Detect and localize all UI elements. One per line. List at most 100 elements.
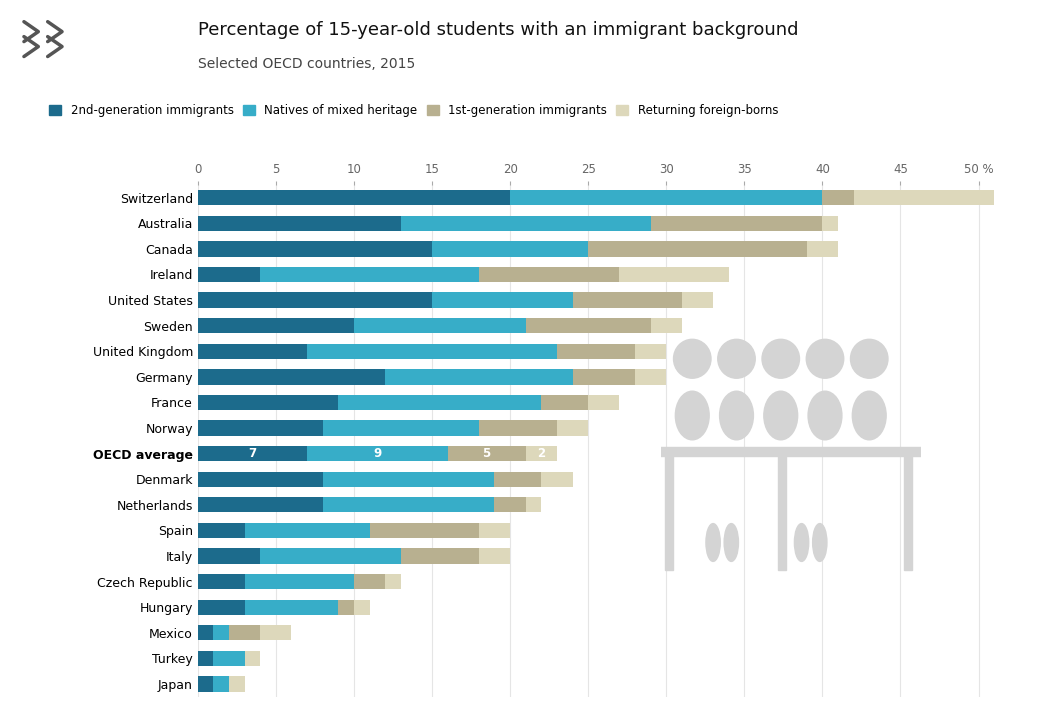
Text: 5: 5 <box>483 447 490 460</box>
Bar <box>822 215 838 231</box>
Ellipse shape <box>676 391 709 440</box>
Bar <box>307 446 448 461</box>
Bar <box>245 523 370 538</box>
Bar <box>198 625 213 641</box>
Bar <box>198 676 213 692</box>
Bar <box>401 548 479 564</box>
Ellipse shape <box>794 523 809 562</box>
Circle shape <box>762 339 799 378</box>
Bar <box>479 548 510 564</box>
Bar <box>448 446 526 461</box>
Bar <box>526 318 651 333</box>
Circle shape <box>806 339 843 378</box>
Bar <box>651 215 822 231</box>
Bar <box>229 625 260 641</box>
Text: 2: 2 <box>537 447 545 460</box>
Bar <box>198 215 401 231</box>
Bar <box>260 267 479 282</box>
Bar <box>198 395 338 410</box>
Bar <box>213 676 229 692</box>
Bar <box>198 318 354 333</box>
Bar <box>432 292 573 308</box>
FancyBboxPatch shape <box>656 447 921 456</box>
Bar <box>198 292 432 308</box>
Circle shape <box>850 339 888 378</box>
Bar <box>385 574 401 589</box>
Bar <box>213 651 245 666</box>
Bar <box>354 574 385 589</box>
Bar <box>557 343 635 359</box>
Bar <box>198 599 245 615</box>
Bar <box>541 471 573 487</box>
Bar <box>479 267 619 282</box>
Text: Selected OECD countries, 2015: Selected OECD countries, 2015 <box>198 57 415 71</box>
Bar <box>526 446 557 461</box>
Bar <box>635 343 666 359</box>
Bar <box>651 318 682 333</box>
Bar <box>198 446 307 461</box>
Text: Percentage of 15-year-old students with an immigrant background: Percentage of 15-year-old students with … <box>198 21 798 39</box>
Bar <box>323 420 479 436</box>
Bar <box>854 190 994 205</box>
Ellipse shape <box>719 391 754 440</box>
Bar <box>635 369 666 385</box>
Ellipse shape <box>706 523 720 562</box>
Bar <box>323 471 494 487</box>
Bar <box>510 190 822 205</box>
Bar <box>245 651 260 666</box>
Bar <box>198 241 432 257</box>
Bar <box>479 420 557 436</box>
Ellipse shape <box>813 523 827 562</box>
Bar <box>198 497 323 513</box>
Bar <box>198 369 385 385</box>
Bar <box>526 497 541 513</box>
Bar <box>807 241 838 257</box>
Bar <box>541 395 588 410</box>
Text: 7: 7 <box>249 447 256 460</box>
Bar <box>229 676 245 692</box>
Bar <box>354 599 370 615</box>
Bar <box>494 497 526 513</box>
FancyBboxPatch shape <box>905 456 912 570</box>
FancyBboxPatch shape <box>779 456 786 570</box>
Bar <box>245 574 354 589</box>
Bar <box>198 523 245 538</box>
Bar <box>573 292 682 308</box>
Bar <box>494 471 541 487</box>
Bar <box>479 523 510 538</box>
Bar <box>557 420 588 436</box>
Bar <box>198 651 213 666</box>
Bar <box>260 625 291 641</box>
Bar <box>822 190 854 205</box>
Bar <box>323 497 494 513</box>
Bar <box>245 599 338 615</box>
Bar <box>682 292 713 308</box>
Ellipse shape <box>808 391 842 440</box>
Bar <box>619 267 729 282</box>
Bar <box>401 215 651 231</box>
Bar <box>198 548 260 564</box>
Bar <box>198 343 307 359</box>
Circle shape <box>674 339 711 378</box>
Bar <box>385 369 573 385</box>
Bar <box>307 343 557 359</box>
Bar <box>198 420 323 436</box>
Bar <box>198 471 323 487</box>
Circle shape <box>717 339 755 378</box>
Bar <box>354 318 526 333</box>
Bar <box>338 599 354 615</box>
Bar <box>213 625 229 641</box>
Bar <box>198 190 510 205</box>
Bar <box>432 241 588 257</box>
Bar <box>573 369 635 385</box>
Bar <box>198 574 245 589</box>
Text: 9: 9 <box>374 447 381 460</box>
Bar <box>338 395 541 410</box>
FancyBboxPatch shape <box>665 456 672 570</box>
Bar <box>588 241 807 257</box>
Legend: 2nd-generation immigrants, Natives of mixed heritage, 1st-generation immigrants,: 2nd-generation immigrants, Natives of mi… <box>49 104 779 117</box>
Ellipse shape <box>725 523 738 562</box>
Bar <box>370 523 479 538</box>
Ellipse shape <box>853 391 886 440</box>
Bar <box>260 548 401 564</box>
